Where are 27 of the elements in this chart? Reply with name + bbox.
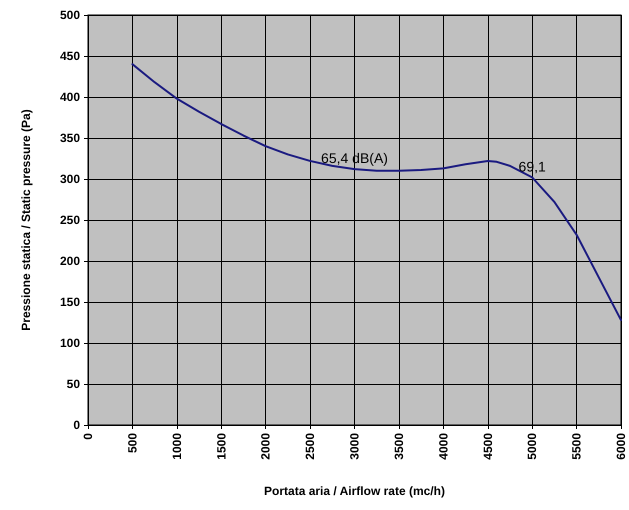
x-tick-label: 2500 xyxy=(303,432,318,460)
y-tick-label: 400 xyxy=(60,90,80,104)
y-tick-label: 500 xyxy=(60,8,80,22)
x-tick-label: 4500 xyxy=(480,432,495,460)
line-series xyxy=(131,63,622,322)
y-tick-label: 200 xyxy=(60,254,80,268)
x-tick-label: 5500 xyxy=(570,432,584,460)
x-tick-label: 500 xyxy=(125,432,140,454)
x-tick-label: 1500 xyxy=(214,432,228,460)
y-tick-label: 350 xyxy=(60,131,80,145)
y-tick-label: 250 xyxy=(60,213,80,227)
y-tick-label: 450 xyxy=(60,49,80,63)
y-tick-label: 0 xyxy=(73,418,80,432)
x-tick-label: 3000 xyxy=(348,432,362,460)
x-tick-label: 1000 xyxy=(170,432,184,460)
x-tick-label: 4000 xyxy=(436,432,450,460)
y-tick-label: 100 xyxy=(60,336,80,350)
y-axis-title: Pressione statica / Static pressure (Pa) xyxy=(19,109,33,331)
y-tick-label: 300 xyxy=(60,172,80,186)
x-tick-label: 3500 xyxy=(392,432,406,460)
x-tick-label: 6000 xyxy=(614,432,628,460)
x-axis-title: Portata aria / Airflow rate (mc/h) xyxy=(264,484,445,498)
y-tick-label: 150 xyxy=(60,295,80,309)
x-tick-label: 0 xyxy=(81,432,95,440)
x-tick-label: 2000 xyxy=(258,432,273,460)
x-tick-label: 5000 xyxy=(525,432,540,460)
y-tick-label: 50 xyxy=(66,377,80,391)
